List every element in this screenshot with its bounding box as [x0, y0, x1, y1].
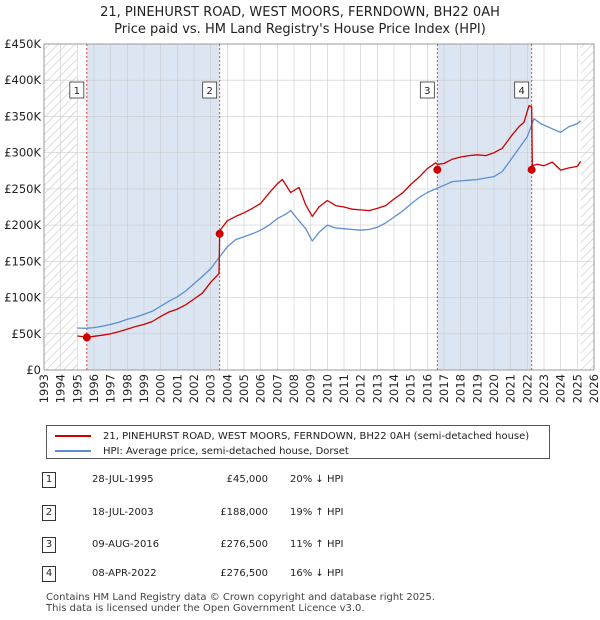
- x-tick-label: 2023: [537, 374, 551, 403]
- sale-point: [82, 333, 91, 342]
- sale-label-box: [514, 81, 530, 99]
- table-row: 1 28-JUL-1995 £45,000 20% ↓ HPI: [40, 472, 560, 490]
- x-tick-label: 2008: [287, 374, 301, 403]
- x-tick-label: 2026: [587, 374, 600, 403]
- x-tick-label: 1998: [120, 374, 134, 403]
- x-tick-label: 2010: [320, 374, 334, 403]
- x-tick-label: 2022: [520, 374, 534, 403]
- sale-date: 28-JUL-1995: [92, 474, 154, 485]
- sale-price: £276,500: [220, 568, 268, 579]
- sale-hpi-diff: 20% ↓ HPI: [290, 474, 344, 485]
- x-tick-label: 2005: [237, 374, 251, 403]
- y-tick-label: £150K: [4, 254, 41, 268]
- sale-hpi-diff: 19% ↑ HPI: [290, 507, 344, 518]
- x-tick-label: 1997: [104, 374, 118, 403]
- table-row: 3 09-AUG-2016 £276,500 11% ↑ HPI: [40, 537, 560, 555]
- sale-point: [527, 165, 536, 174]
- y-tick-label: £100K: [4, 291, 41, 305]
- x-tick-label: 2019: [470, 374, 484, 403]
- sale-label: 1: [74, 86, 80, 97]
- shaded-band: [86, 44, 220, 370]
- x-tick-label: 2004: [220, 374, 234, 403]
- y-tick-label: £450K: [4, 37, 41, 51]
- x-tick-label: 1994: [54, 374, 68, 403]
- x-tick-label: 2021: [504, 374, 518, 403]
- x-tick-label: 2006: [254, 374, 268, 403]
- table-row: 4 08-APR-2022 £276,500 16% ↓ HPI: [40, 566, 560, 584]
- price-chart: 1 2 3 4 £0 £50K £100K £150K £200K £250K £300K £350…: [4, 37, 600, 403]
- hatched-region: [580, 44, 594, 370]
- x-tick-label: 2002: [187, 374, 201, 403]
- sale-price: £188,000: [220, 507, 268, 518]
- x-tick-label: 1995: [70, 374, 84, 403]
- hpi-line: [77, 117, 582, 329]
- footer-line-1: Contains HM Land Registry data © Crown c…: [46, 592, 435, 603]
- chart-title: 21, PINEHURST ROAD, WEST MOORS, FERNDOWN…: [0, 4, 600, 38]
- table-row: 2 18-JUL-2003 £188,000 19% ↑ HPI: [40, 505, 560, 523]
- title-line-1: 21, PINEHURST ROAD, WEST MOORS, FERNDOWN…: [100, 5, 500, 20]
- legend-swatch-hpi: [55, 450, 91, 452]
- y-tick-label: £200K: [4, 218, 41, 232]
- y-tick-label: £300K: [4, 146, 41, 160]
- x-tick-label: 2020: [487, 374, 501, 403]
- legend-swatch-property: [55, 435, 91, 437]
- sale-label-box: [202, 81, 218, 99]
- x-tick-label: 2009: [304, 374, 318, 403]
- title-line-2: Price paid vs. HM Land Registry's House …: [114, 22, 486, 37]
- footer-line-2: This data is licensed under the Open Gov…: [46, 603, 365, 614]
- sale-hpi-diff: 16% ↓ HPI: [290, 568, 344, 579]
- sale-point: [433, 165, 442, 174]
- x-tick-label: 2013: [370, 374, 384, 403]
- x-tick-label: 2007: [270, 374, 284, 403]
- footer-attribution: Contains HM Land Registry data © Crown c…: [46, 592, 435, 614]
- sale-number-badge: 4: [42, 566, 56, 582]
- sale-number-badge: 2: [42, 505, 56, 521]
- y-tick-label: £250K: [4, 182, 41, 196]
- sale-label: 4: [518, 86, 524, 97]
- sale-number-badge: 1: [42, 472, 56, 488]
- sale-label: 3: [424, 86, 430, 97]
- y-tick-label: £0: [26, 363, 41, 377]
- x-tick-label: 2024: [554, 374, 568, 403]
- sale-date: 09-AUG-2016: [92, 539, 160, 550]
- sale-label-box: [69, 81, 85, 99]
- x-tick-label: 2025: [570, 374, 584, 403]
- sale-hpi-diff: 11% ↑ HPI: [290, 539, 344, 550]
- x-tick-label: 1999: [137, 374, 151, 403]
- sale-label: 2: [206, 86, 212, 97]
- axes-frame: [43, 43, 595, 371]
- x-tick-label: 2015: [404, 374, 418, 403]
- x-tick-label: 2000: [154, 374, 168, 403]
- y-tick-label: £400K: [4, 73, 41, 87]
- legend-item-hpi: HPI: Average price, semi-detached house,…: [55, 444, 349, 458]
- sale-label-box: [419, 81, 435, 99]
- sale-date: 08-APR-2022: [92, 568, 157, 579]
- x-tick-label: 2003: [204, 374, 218, 403]
- sale-price: £45,000: [226, 474, 268, 485]
- x-tick-label: 2018: [454, 374, 468, 403]
- x-tick-label: 1996: [87, 374, 101, 403]
- x-tick-label: 2016: [420, 374, 434, 403]
- sale-date: 18-JUL-2003: [92, 507, 154, 518]
- sale-price: £276,500: [220, 539, 268, 550]
- property-price-line: [77, 104, 582, 339]
- x-tick-label: 2012: [354, 374, 368, 403]
- y-tick-label: £50K: [12, 327, 42, 341]
- legend-label-property: 21, PINEHURST ROAD, WEST MOORS, FERNDOWN…: [103, 430, 530, 442]
- legend-item-property: 21, PINEHURST ROAD, WEST MOORS, FERNDOWN…: [55, 429, 529, 443]
- x-tick-label: 2011: [337, 374, 351, 403]
- x-tick-label: 2001: [170, 374, 184, 403]
- x-tick-label: 1993: [37, 374, 51, 403]
- x-tick-label: 2014: [387, 374, 401, 403]
- x-tick-label: 2017: [437, 374, 451, 403]
- legend-label-hpi: HPI: Average price, semi-detached house,…: [103, 445, 349, 457]
- sale-number-badge: 3: [42, 537, 56, 553]
- y-tick-label: £350K: [4, 109, 41, 123]
- legend: 21, PINEHURST ROAD, WEST MOORS, FERNDOWN…: [46, 425, 550, 459]
- sale-point: [215, 229, 224, 238]
